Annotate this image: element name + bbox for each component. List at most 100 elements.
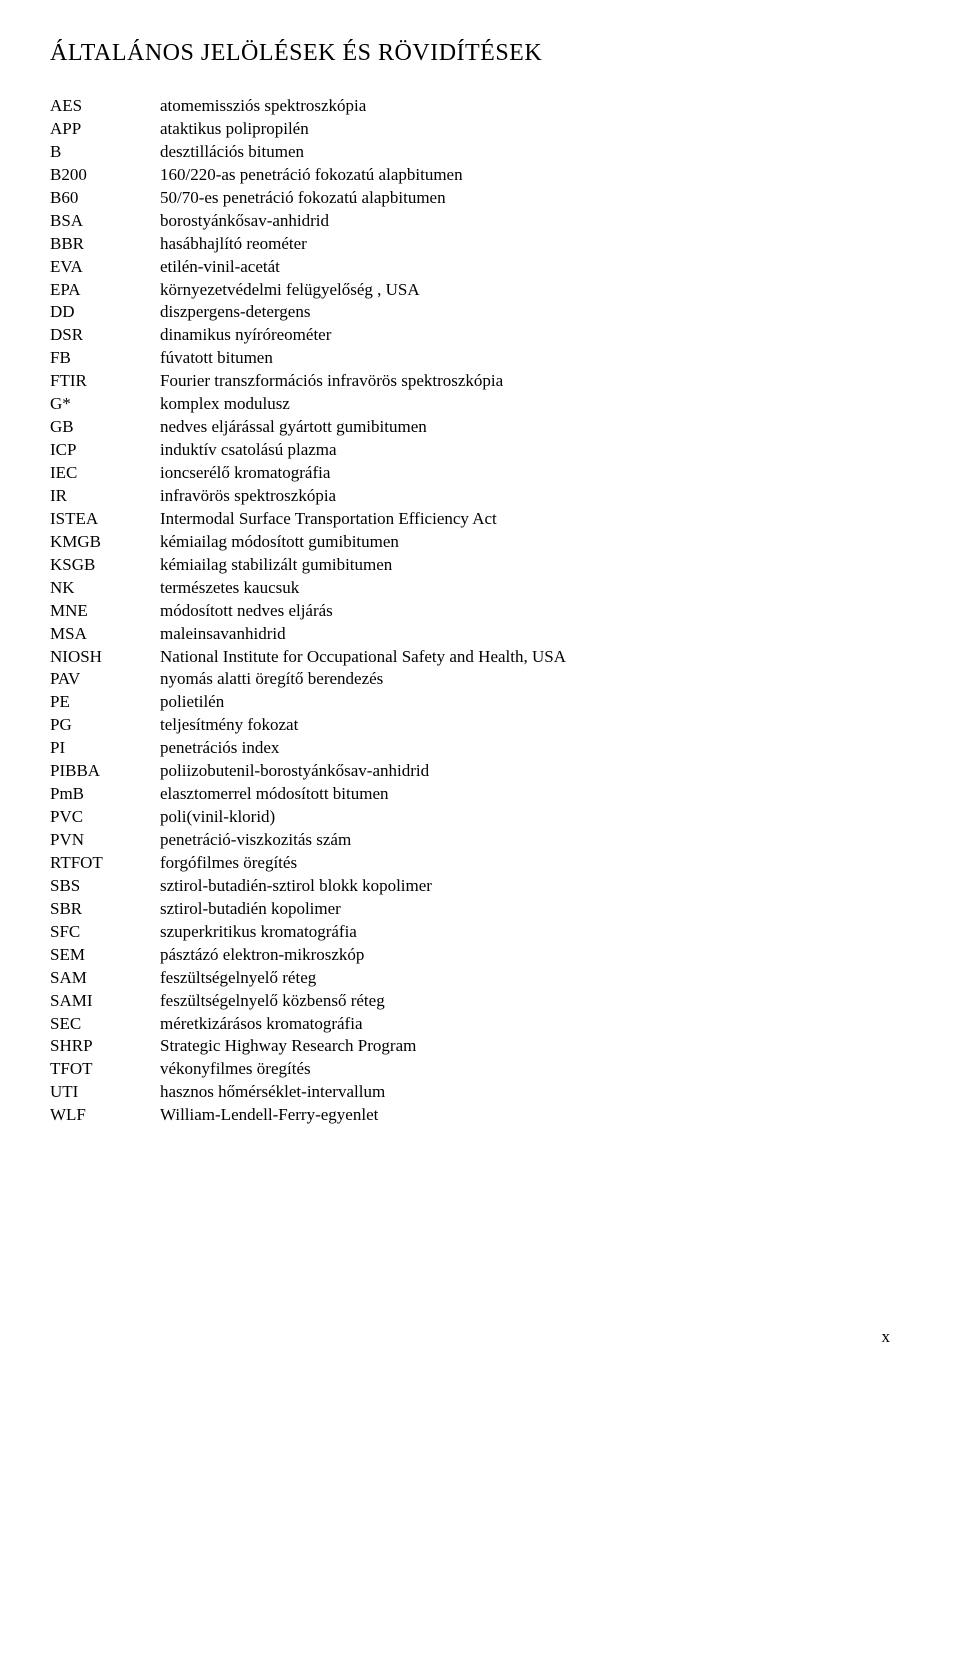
- abbrev-row: FTIRFourier transzformációs infravörös s…: [50, 370, 900, 393]
- abbrev-code: EVA: [50, 256, 160, 279]
- abbrev-code: SEM: [50, 944, 160, 967]
- abbrev-row: BSAborostyánkősav-anhidrid: [50, 210, 900, 233]
- abbrev-code: FTIR: [50, 370, 160, 393]
- abbrev-code: MSA: [50, 623, 160, 646]
- abbrev-row: Bdesztillációs bitumen: [50, 141, 900, 164]
- abbrev-code: ICP: [50, 439, 160, 462]
- abbrev-desc: penetráció-viszkozitás szám: [160, 829, 900, 852]
- abbrev-code: EPA: [50, 279, 160, 302]
- abbrev-row: EPAkörnyezetvédelmi felügyelőség , USA: [50, 279, 900, 302]
- abbrev-row: KSGBkémiailag stabilizált gumibitumen: [50, 554, 900, 577]
- abbrev-code: SFC: [50, 921, 160, 944]
- abbrev-row: G*komplex modulusz: [50, 393, 900, 416]
- abbrev-desc: méretkizárásos kromatográfia: [160, 1013, 900, 1036]
- abbrev-code: FB: [50, 347, 160, 370]
- abbrev-desc: atomemissziós spektroszkópia: [160, 95, 900, 118]
- abbrev-row: WLFWilliam-Lendell-Ferry-egyenlet: [50, 1104, 900, 1127]
- abbrev-code: PVN: [50, 829, 160, 852]
- abbrev-row: NIOSHNational Institute for Occupational…: [50, 646, 900, 669]
- abbrev-desc: feszültségelnyelő közbenső réteg: [160, 990, 900, 1013]
- abbrev-desc: pásztázó elektron-mikroszkóp: [160, 944, 900, 967]
- abbrev-code: PmB: [50, 783, 160, 806]
- abbrev-code: ISTEA: [50, 508, 160, 531]
- abbrev-desc: környezetvédelmi felügyelőség , USA: [160, 279, 900, 302]
- abbrev-row: GBnedves eljárással gyártott gumibitumen: [50, 416, 900, 439]
- abbrev-row: RTFOTforgófilmes öregítés: [50, 852, 900, 875]
- abbrev-desc: maleinsavanhidrid: [160, 623, 900, 646]
- abbrev-row: PVNpenetráció-viszkozitás szám: [50, 829, 900, 852]
- abbrev-row: BBRhasábhajlító reométer: [50, 233, 900, 256]
- abbrev-desc: fúvatott bitumen: [160, 347, 900, 370]
- abbrev-code: SBR: [50, 898, 160, 921]
- abbrev-desc: szuperkritikus kromatográfia: [160, 921, 900, 944]
- abbrev-desc: kémiailag stabilizált gumibitumen: [160, 554, 900, 577]
- abbrev-desc: Fourier transzformációs infravörös spekt…: [160, 370, 900, 393]
- abbrev-code: B60: [50, 187, 160, 210]
- abbrev-row: PmBelasztomerrel módosított bitumen: [50, 783, 900, 806]
- abbrev-desc: poli(vinil-klorid): [160, 806, 900, 829]
- abbrev-desc: feszültségelnyelő réteg: [160, 967, 900, 990]
- abbrev-desc: természetes kaucsuk: [160, 577, 900, 600]
- abbrev-code: SBS: [50, 875, 160, 898]
- abbrev-row: FBfúvatott bitumen: [50, 347, 900, 370]
- abbrev-row: B6050/70-es penetráció fokozatú alapbitu…: [50, 187, 900, 210]
- abbrev-desc: 50/70-es penetráció fokozatú alapbitumen: [160, 187, 900, 210]
- abbrev-row: MNEmódosított nedves eljárás: [50, 600, 900, 623]
- abbrev-desc: dinamikus nyíróreométer: [160, 324, 900, 347]
- abbrev-desc: ioncserélő kromatográfia: [160, 462, 900, 485]
- abbrev-desc: 160/220-as penetráció fokozatú alapbitum…: [160, 164, 900, 187]
- abbrev-desc: National Institute for Occupational Safe…: [160, 646, 900, 669]
- abbrev-desc: teljesítmény fokozat: [160, 714, 900, 737]
- abbrev-row: IECioncserélő kromatográfia: [50, 462, 900, 485]
- abbrev-code: G*: [50, 393, 160, 416]
- abbrev-desc: William-Lendell-Ferry-egyenlet: [160, 1104, 900, 1127]
- abbrev-code: NIOSH: [50, 646, 160, 669]
- abbrev-desc: diszpergens-detergens: [160, 301, 900, 324]
- abbrev-desc: borostyánkősav-anhidrid: [160, 210, 900, 233]
- abbrev-desc: elasztomerrel módosított bitumen: [160, 783, 900, 806]
- abbrev-desc: nyomás alatti öregítő berendezés: [160, 668, 900, 691]
- abbrev-desc: nedves eljárással gyártott gumibitumen: [160, 416, 900, 439]
- abbrev-row: APPataktikus polipropilén: [50, 118, 900, 141]
- abbrev-code: IEC: [50, 462, 160, 485]
- abbrev-code: SHRP: [50, 1035, 160, 1058]
- abbrev-code: MNE: [50, 600, 160, 623]
- abbrev-code: PVC: [50, 806, 160, 829]
- abbrev-row: PVCpoli(vinil-klorid): [50, 806, 900, 829]
- abbrev-code: UTI: [50, 1081, 160, 1104]
- abbrev-desc: infravörös spektroszkópia: [160, 485, 900, 508]
- abbrev-desc: polietilén: [160, 691, 900, 714]
- abbrev-row: SBSsztirol-butadién-sztirol blokk kopoli…: [50, 875, 900, 898]
- abbrev-row: DSRdinamikus nyíróreométer: [50, 324, 900, 347]
- abbrev-row: UTIhasznos hőmérséklet-intervallum: [50, 1081, 900, 1104]
- abbrev-desc: desztillációs bitumen: [160, 141, 900, 164]
- abbrev-desc: etilén-vinil-acetát: [160, 256, 900, 279]
- abbrev-row: PEpolietilén: [50, 691, 900, 714]
- abbrev-code: SAMI: [50, 990, 160, 1013]
- abbrev-code: PG: [50, 714, 160, 737]
- abbrev-desc: módosított nedves eljárás: [160, 600, 900, 623]
- abbrev-row: NKtermészetes kaucsuk: [50, 577, 900, 600]
- abbrev-code: GB: [50, 416, 160, 439]
- abbrev-row: PIBBApoliizobutenil-borostyánkősav-anhid…: [50, 760, 900, 783]
- abbrev-row: KMGBkémiailag módosított gumibitumen: [50, 531, 900, 554]
- abbrev-desc: Intermodal Surface Transportation Effici…: [160, 508, 900, 531]
- abbrev-code: DD: [50, 301, 160, 324]
- abbreviations-table: AESatomemissziós spektroszkópiaAPPatakti…: [50, 95, 900, 1127]
- abbrev-code: PIBBA: [50, 760, 160, 783]
- abbrev-code: DSR: [50, 324, 160, 347]
- abbrev-row: EVAetilén-vinil-acetát: [50, 256, 900, 279]
- abbrev-row: DDdiszpergens-detergens: [50, 301, 900, 324]
- abbrev-code: TFOT: [50, 1058, 160, 1081]
- abbrev-code: KMGB: [50, 531, 160, 554]
- abbrev-code: PI: [50, 737, 160, 760]
- abbrev-row: SECméretkizárásos kromatográfia: [50, 1013, 900, 1036]
- abbrev-row: MSAmaleinsavanhidrid: [50, 623, 900, 646]
- abbrev-desc: Strategic Highway Research Program: [160, 1035, 900, 1058]
- abbrev-code: APP: [50, 118, 160, 141]
- abbrev-code: KSGB: [50, 554, 160, 577]
- abbrev-row: TFOTvékonyfilmes öregítés: [50, 1058, 900, 1081]
- abbrev-desc: hasábhajlító reométer: [160, 233, 900, 256]
- abbrev-row: PGteljesítmény fokozat: [50, 714, 900, 737]
- abbrev-code: B200: [50, 164, 160, 187]
